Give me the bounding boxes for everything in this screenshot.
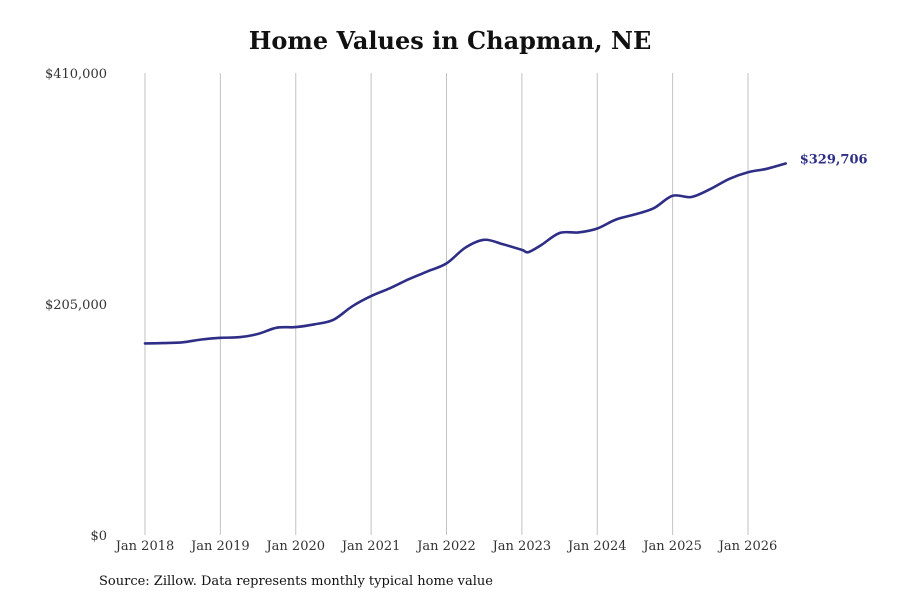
series-line: [143, 162, 787, 345]
series-layer: [143, 162, 787, 345]
x-tick-label: Jan 2019: [189, 539, 250, 554]
gridlines: [144, 73, 749, 535]
y-tick-label: $0: [90, 529, 107, 544]
x-tick-label: Jan 2024: [566, 539, 627, 554]
x-axis-ticks: Jan 2018 Jan 2019 Jan 2020 Jan 2021 Jan 2022…: [114, 539, 778, 554]
x-tick-label: Jan 2026: [717, 539, 778, 554]
y-axis-ticks: $0 $205,000 $410,000: [45, 67, 107, 544]
x-tick-label: Jan 2025: [641, 539, 702, 554]
x-tick-label: Jan 2020: [264, 539, 325, 554]
x-tick-label: Jan 2021: [340, 539, 401, 554]
chart-title: Home Values in Chapman, NE: [248, 26, 652, 55]
y-tick-label: $410,000: [45, 67, 107, 82]
end-value-label: $329,706: [800, 152, 868, 167]
source-note: Source: Zillow. Data represents monthly …: [99, 574, 493, 589]
x-tick-label: Jan 2023: [491, 539, 552, 554]
end-label-layer: $329,706: [800, 152, 868, 167]
x-tick-label: Jan 2018: [114, 539, 175, 554]
y-tick-label: $205,000: [45, 298, 107, 313]
x-tick-label: Jan 2022: [415, 539, 476, 554]
